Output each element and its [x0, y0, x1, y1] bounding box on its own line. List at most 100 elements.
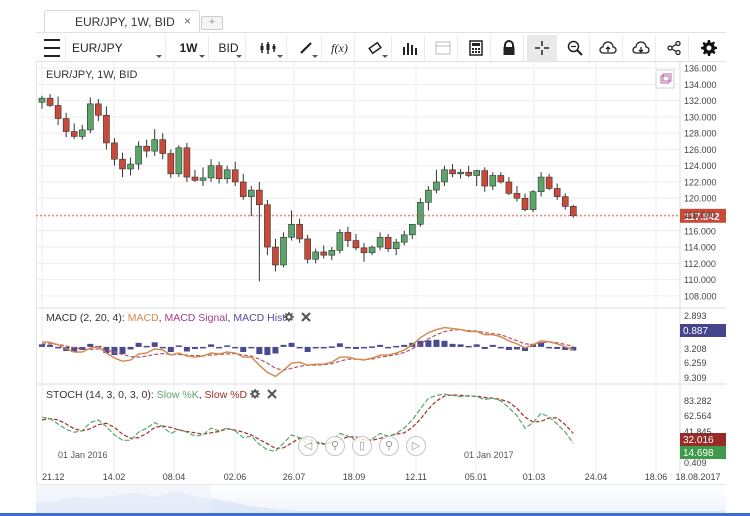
candle-body: [360, 247, 368, 254]
tab-bar: EUR/JPY, 1W, BID × +: [0, 0, 750, 32]
zoom-in-button[interactable]: ⚲: [379, 436, 399, 456]
price-tick-label: 136.000: [684, 64, 717, 74]
chart-type-button[interactable]: [249, 35, 287, 61]
macd-legend-prefix: MACD (2, 20, 4):: [46, 312, 128, 324]
macd-hist-bar: [377, 344, 384, 347]
macd-hist-bar: [151, 342, 158, 347]
scroll-right-button[interactable]: ▷: [406, 436, 426, 456]
magnifier-icon: [567, 40, 583, 56]
chart-canvas[interactable]: 117.842 0.887 32.016 14.698 136.000 134.00…: [36, 62, 726, 486]
menu-button[interactable]: [38, 35, 66, 61]
macd-hist-bar: [296, 346, 303, 349]
add-tab-button[interactable]: +: [201, 16, 223, 30]
settings-button[interactable]: [694, 35, 724, 61]
macd-hist-bar: [87, 343, 94, 347]
candle-body: [296, 223, 303, 240]
navigator-strip[interactable]: [36, 484, 726, 515]
candle-body: [223, 169, 231, 180]
candle-body: [248, 189, 255, 197]
macd-hist-bar: [159, 346, 166, 349]
crosshair-icon: [534, 41, 549, 55]
macd-hist-bar: [505, 346, 512, 350]
zoom-button[interactable]: [560, 35, 590, 61]
price-type-value: BID: [218, 41, 239, 55]
macd-hist-bar: [119, 346, 126, 355]
crosshair-button[interactable]: [527, 35, 557, 61]
macd-hist-bar: [256, 346, 263, 355]
price-tick-label: 132.000: [684, 96, 717, 106]
time-tick-label: 18.08.2017: [675, 472, 720, 482]
time-tick-label: 18.06: [645, 472, 668, 482]
zoom-out-button[interactable]: ⚲: [325, 436, 345, 456]
calculator-icon: [468, 40, 483, 56]
crosshair-mode-button[interactable]: [358, 35, 392, 61]
macd-hist-bar: [425, 340, 432, 347]
period-selector[interactable]: 1W: [169, 35, 209, 61]
candle-body: [86, 103, 94, 131]
macd-hist-bar: [320, 346, 327, 349]
macd-hist-bar: [224, 345, 231, 347]
macd-legend-hist: MACD Hist: [233, 312, 285, 324]
lock-button[interactable]: [494, 35, 524, 61]
candle-body: [46, 97, 54, 106]
macd-hist-bar: [570, 346, 577, 351]
candle-body: [304, 238, 311, 260]
macd-hist-bar: [546, 346, 553, 349]
macd-hist-bar: [47, 344, 54, 347]
candle-body: [513, 193, 521, 199]
indicators-button[interactable]: f(x): [325, 35, 355, 61]
candle-body: [183, 147, 191, 178]
candle-body: [207, 165, 215, 179]
maximize-icon[interactable]: [655, 69, 675, 89]
chart-tab-title: EUR/JPY, 1W, BID: [75, 15, 175, 29]
stoch-remove-icon[interactable]: [267, 389, 277, 399]
macd-remove-icon[interactable]: [301, 312, 311, 322]
share-button[interactable]: [659, 35, 689, 61]
close-tab-icon[interactable]: ×: [183, 14, 191, 28]
candle-body: [521, 197, 529, 210]
left-border: [36, 0, 37, 516]
macd-settings-icon[interactable]: [284, 312, 294, 322]
year-marker-2017: 01 Jan 2017: [464, 450, 514, 460]
cloud-download-icon: [631, 41, 650, 54]
price-type-selector[interactable]: BID: [212, 35, 246, 61]
fit-button[interactable]: ▯: [352, 436, 372, 456]
macd-hist-bar: [497, 346, 504, 349]
candle-body: [231, 169, 239, 183]
price-tick-label: 108.000: [684, 291, 717, 301]
macd-hist-bar: [562, 346, 569, 350]
stoch-pane: 32.016 14.698: [41, 393, 726, 459]
time-tick-label: 26.07: [283, 472, 306, 482]
macd-hist-bar: [240, 346, 247, 352]
calculator-button[interactable]: [461, 35, 491, 61]
chart-area[interactable]: 117.842 0.887 32.016 14.698 136.000 134.00…: [36, 62, 726, 486]
candle-body: [376, 236, 384, 248]
download-button[interactable]: [626, 35, 656, 61]
drawing-tools-button[interactable]: [290, 35, 322, 61]
candle-body: [344, 232, 352, 241]
symbol-selector[interactable]: EUR/JPY: [66, 35, 166, 61]
candle-body: [288, 223, 295, 238]
calendar-icon: [435, 41, 450, 55]
gear-icon: [701, 40, 717, 56]
scroll-left-button[interactable]: ◁: [298, 436, 318, 456]
upload-button[interactable]: [593, 35, 623, 61]
time-tick-label: 02.06: [224, 472, 247, 482]
volume-button[interactable]: [395, 35, 425, 61]
macd-hist-bar: [71, 346, 78, 352]
macd-hist-bar: [191, 346, 198, 349]
macd-legend: MACD (2, 20, 4): MACD, MACD Signal, MACD…: [46, 312, 285, 324]
candle-body: [392, 241, 400, 249]
calendar-button[interactable]: [428, 35, 458, 61]
price-axis: 136.000 134.000 132.000 130.000 128.000 126.0…: [684, 64, 717, 468]
time-tick-label: 05.01: [465, 472, 488, 482]
chart-tab[interactable]: EUR/JPY, 1W, BID ×: [44, 10, 200, 32]
stoch-settings-icon[interactable]: [250, 389, 260, 399]
macd-tick-label: 6.259: [684, 358, 707, 368]
candle-body: [537, 176, 545, 193]
candle-body: [408, 223, 416, 236]
eraser-icon: [367, 41, 382, 55]
candle-body: [159, 139, 167, 154]
candle-body: [449, 169, 456, 175]
